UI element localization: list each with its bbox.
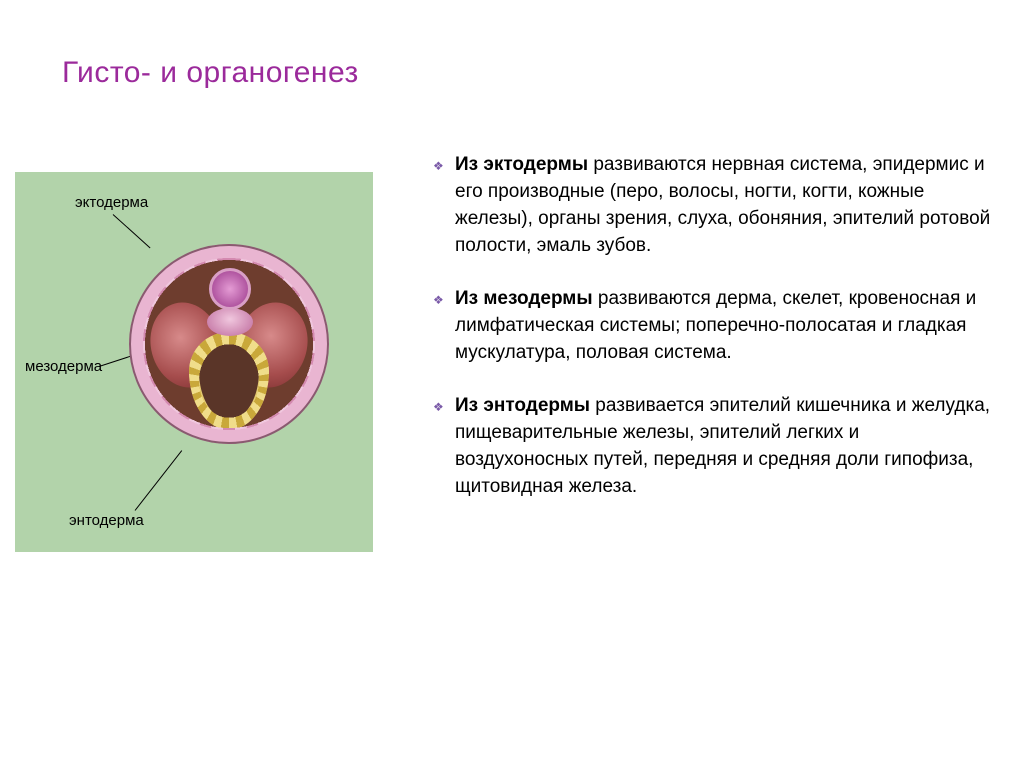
- label-mesoderm: мезодерма: [25, 358, 102, 375]
- list-item: ❖ Из энтодермы развивается эпителий кише…: [433, 393, 993, 501]
- bullet-icon: ❖: [433, 286, 455, 367]
- bullet-text: Из эктодермы развиваются нервная система…: [455, 152, 993, 260]
- list-item: ❖ Из эктодермы развиваются нервная систе…: [433, 152, 993, 260]
- bullet-lead: Из энтодермы: [455, 395, 590, 416]
- list-item: ❖ Из мезодермы развиваются дерма, скелет…: [433, 286, 993, 367]
- content-row: эктодерма мезодерма энтодерма ❖: [0, 152, 1024, 552]
- bullet-text: Из мезодермы развиваются дерма, скелет, …: [455, 286, 993, 367]
- bullet-lead: Из мезодермы: [455, 288, 593, 309]
- germ-layers-diagram: эктодерма мезодерма энтодерма: [15, 172, 373, 552]
- bullet-text: Из энтодермы развивается эпителий кишечн…: [455, 393, 993, 501]
- bullet-list: ❖ Из эктодермы развиваются нервная систе…: [433, 152, 993, 527]
- slide-title: Гисто- и органогенез: [62, 56, 359, 90]
- pointer-endoderm: [135, 450, 183, 511]
- bullet-lead: Из эктодермы: [455, 154, 588, 175]
- label-ectoderm: эктодерма: [75, 194, 148, 211]
- bullet-icon: ❖: [433, 152, 455, 260]
- ectoderm-ring: [129, 244, 329, 444]
- bullet-icon: ❖: [433, 393, 455, 501]
- label-endoderm: энтодерма: [69, 512, 144, 529]
- diagram-wrap: эктодерма мезодерма энтодерма: [15, 172, 403, 552]
- embryo-cross-section: [129, 244, 329, 444]
- title-text: Гисто- и органогенез: [62, 56, 359, 89]
